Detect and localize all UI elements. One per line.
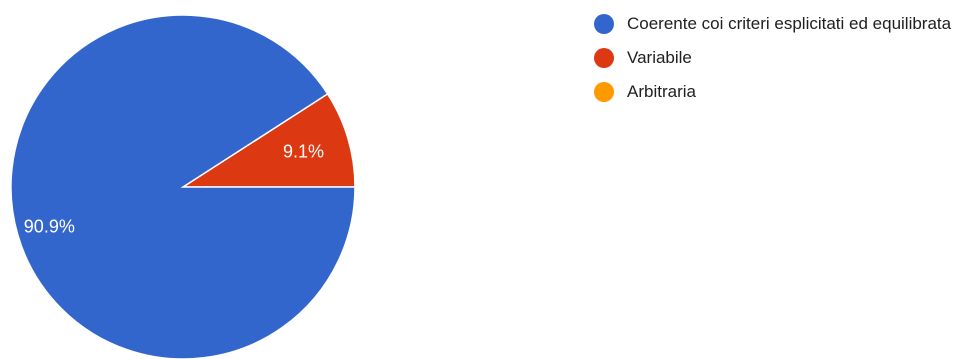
slice-label-coerente: 90.9% xyxy=(24,216,75,236)
slice-label-variabile: 9.1% xyxy=(283,142,324,162)
chart-legend: Coerente coi criteri esplicitati ed equi… xyxy=(594,12,958,114)
legend-item-arbitraria[interactable]: Arbitraria xyxy=(594,80,958,104)
legend-swatch-arbitraria xyxy=(594,82,614,102)
pie-slice-variabile[interactable] xyxy=(180,92,356,188)
legend-swatch-variabile xyxy=(594,48,614,68)
legend-item-coerente[interactable]: Coerente coi criteri esplicitati ed equi… xyxy=(594,12,958,36)
legend-label-arbitraria: Arbitraria xyxy=(627,82,696,101)
pie-plot-area: 9.1% 90.9% xyxy=(10,14,356,359)
legend-item-variabile[interactable]: Variabile xyxy=(594,46,958,70)
legend-label-variabile: Variabile xyxy=(627,48,692,67)
pie-slice-coerente[interactable] xyxy=(10,14,356,359)
legend-swatch-coerente xyxy=(594,14,614,34)
legend-label-coerente: Coerente coi criteri esplicitati ed equi… xyxy=(627,14,952,33)
